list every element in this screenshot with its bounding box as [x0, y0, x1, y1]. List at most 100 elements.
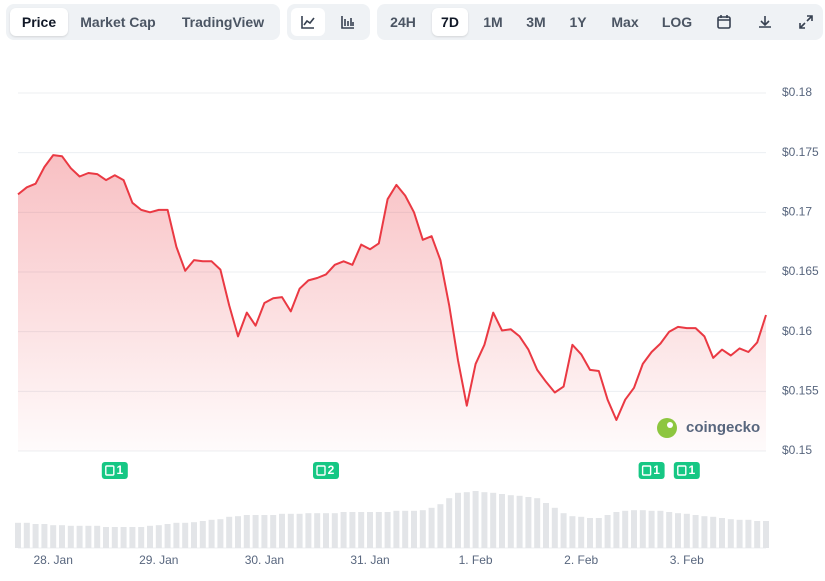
volume-bar	[138, 527, 145, 548]
volume-bar	[155, 525, 162, 548]
y-tick-label: $0.15	[782, 443, 812, 457]
volume-bar	[463, 492, 470, 548]
y-tick-label: $0.155	[782, 384, 819, 398]
tab[interactable]: TradingView	[181, 14, 265, 30]
event-marker: 1	[638, 462, 665, 479]
volume-bar	[710, 516, 717, 548]
candle-chart-button[interactable]	[331, 8, 365, 36]
volume-bar	[129, 527, 136, 548]
x-tick-label: 29. Jan	[139, 553, 178, 567]
event-marker: 1	[101, 462, 128, 479]
volume-bar	[270, 515, 277, 548]
volume-bar	[472, 491, 479, 548]
icon	[759, 16, 771, 28]
volume-bar	[543, 503, 549, 548]
volume-bar	[182, 522, 189, 548]
volume-bar	[437, 504, 444, 548]
calendar-button[interactable]	[707, 8, 741, 36]
y-tick-label: $0.175	[782, 145, 819, 159]
volume-bar	[287, 513, 294, 548]
tab-group: Price Market Cap TradingView	[6, 4, 280, 40]
volume-bar	[111, 527, 118, 548]
range-button[interactable]: LOG	[661, 14, 693, 30]
volume-bar	[719, 518, 725, 548]
event-icon	[105, 465, 115, 476]
volume-bar	[173, 522, 180, 548]
volume-bar	[314, 513, 321, 548]
volume-bar	[15, 522, 21, 548]
volume-bar	[683, 513, 690, 548]
volume-bar	[428, 507, 435, 548]
price-line	[17, 154, 767, 421]
volume-bar	[375, 512, 382, 548]
volume-bar	[727, 519, 734, 548]
volume-bar	[736, 519, 743, 548]
volume-bar	[217, 519, 224, 548]
line-chart-button[interactable]	[291, 8, 325, 36]
icon	[799, 15, 813, 29]
volume-bar	[560, 513, 567, 548]
volume-bar	[701, 516, 708, 548]
volume-bar	[103, 527, 109, 548]
volume-bar	[358, 512, 365, 548]
tab[interactable]: Market Cap	[80, 14, 156, 30]
watermark-text: coingecko	[686, 419, 760, 436]
volume-bar	[595, 518, 602, 548]
chart-style-group	[287, 4, 370, 40]
tab[interactable]: Price	[10, 8, 68, 36]
volume-bar	[534, 498, 541, 548]
event-count: 1	[688, 463, 695, 477]
volume-bar	[243, 515, 250, 548]
volume-bar	[745, 519, 752, 548]
range-button[interactable]: Max	[611, 14, 639, 30]
range-button[interactable]: 3M	[526, 14, 546, 30]
range-button[interactable]: 24H	[390, 14, 416, 30]
y-tick-label: $0.18	[782, 85, 812, 99]
volume-bar	[411, 510, 417, 548]
volume-bar	[455, 492, 461, 548]
icon	[301, 16, 315, 29]
volume-bar	[648, 510, 655, 548]
volume-bar	[604, 515, 611, 548]
range-button[interactable]: 1Y	[569, 14, 587, 30]
volume-bar	[622, 510, 629, 548]
x-tick-label: 31. Jan	[350, 553, 389, 567]
range-button[interactable]: 1M	[483, 14, 503, 30]
volume-bar	[199, 521, 206, 548]
volume-bar	[367, 512, 373, 548]
event-icon	[316, 465, 326, 476]
volume-bar	[76, 525, 83, 548]
volume-bar	[67, 525, 74, 548]
range-button[interactable]: 7D	[432, 8, 468, 36]
volume-bar	[59, 525, 65, 548]
area-fill	[18, 155, 766, 451]
volume-bar	[279, 513, 285, 548]
volume-bar	[226, 516, 233, 548]
volume-bar	[569, 516, 576, 548]
volume-bar	[349, 512, 356, 548]
icon	[717, 15, 731, 29]
volume-bar	[32, 524, 39, 548]
download-button[interactable]	[748, 8, 782, 36]
volume-bar	[23, 522, 30, 548]
volume-bar	[551, 507, 558, 548]
volume-bar	[252, 515, 259, 548]
volume-bar	[164, 524, 171, 548]
volume-bar	[587, 518, 593, 548]
volume-bar	[419, 510, 426, 548]
volume-bar	[631, 510, 637, 548]
volume-bar	[692, 515, 699, 548]
y-tick-label: $0.17	[782, 205, 812, 219]
volume-bar	[340, 512, 347, 548]
fullscreen-button[interactable]	[789, 8, 823, 36]
event-marker: 1	[673, 462, 700, 479]
event-marker: 2	[313, 462, 339, 479]
volume-bar	[261, 515, 268, 548]
volume-bar	[94, 525, 101, 548]
x-tick-label: 1. Feb	[459, 553, 493, 567]
y-tick-label: $0.16	[782, 324, 812, 338]
event-icon	[641, 465, 652, 476]
volume-bar	[41, 524, 48, 548]
volume-bar	[754, 521, 761, 548]
range-group: 24H 7D 1M 3M 1Y Max LOG	[377, 4, 823, 40]
